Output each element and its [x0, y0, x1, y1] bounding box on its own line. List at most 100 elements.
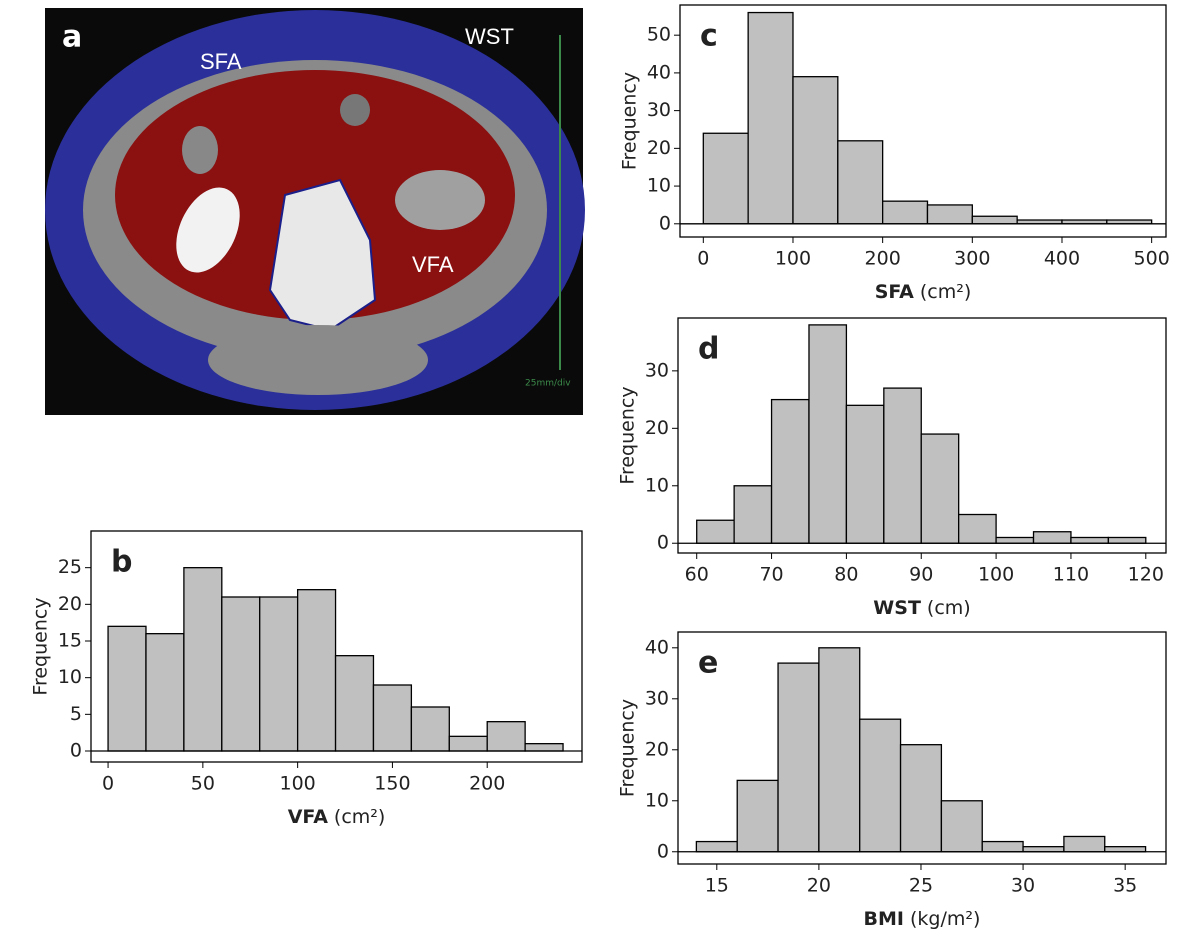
y-tick-label: 20: [58, 593, 82, 615]
y-tick-label: 5: [70, 703, 82, 725]
x-tick-label: 70: [759, 564, 783, 586]
bar: [184, 568, 222, 751]
x-axis-unit: (kg/m²): [910, 908, 980, 930]
figure: a SFA WST VFA 25mm/div 05101520250501001…: [0, 0, 1182, 935]
x-axis-unit: (cm²): [920, 281, 971, 303]
y-tick-label: 0: [70, 740, 82, 762]
x-tick-label: 300: [954, 248, 990, 270]
bar: [959, 515, 996, 544]
y-tick-label: 30: [647, 99, 671, 121]
y-tick-label: 20: [645, 738, 669, 760]
y-tick-label: 15: [58, 630, 82, 652]
bar: [1108, 537, 1145, 543]
panel-letter: e: [698, 646, 718, 681]
bar: [972, 216, 1017, 224]
y-axis-label: Frequency: [30, 597, 52, 695]
bar: [222, 597, 260, 751]
bar: [108, 626, 146, 751]
x-axis-label: VFA(cm²): [288, 806, 386, 828]
x-axis-label: SFA (cm²): [875, 281, 972, 303]
x-axis-label: WST(cm): [873, 597, 970, 619]
bar: [996, 537, 1033, 543]
bar: [1105, 847, 1146, 852]
bar: [1034, 532, 1071, 543]
y-tick-label: 20: [645, 417, 669, 439]
x-axis-unit: (cm): [927, 597, 971, 619]
panel-letter: d: [698, 332, 719, 367]
bar: [449, 736, 487, 751]
scale-label: 25mm/div: [525, 379, 571, 389]
bar: [703, 133, 748, 224]
bar: [336, 656, 374, 751]
bar: [696, 842, 737, 852]
back-muscle: [208, 325, 428, 395]
panel-letter: c: [700, 19, 718, 54]
y-tick-label: 0: [659, 212, 671, 234]
x-tick-label: 0: [102, 773, 114, 795]
bar: [487, 722, 525, 751]
bar: [373, 685, 411, 751]
y-axis-label: Frequency: [619, 72, 641, 170]
bowel: [182, 126, 218, 174]
y-tick-label: 10: [645, 474, 669, 496]
bar: [1023, 847, 1064, 852]
x-tick-label: 200: [865, 248, 901, 270]
x-tick-label: 30: [1011, 875, 1035, 897]
bar: [819, 648, 860, 852]
x-axis-label: BMI(kg/m²): [864, 908, 981, 930]
y-tick-label: 30: [645, 359, 669, 381]
x-tick-label: 100: [978, 564, 1014, 586]
y-axis-label: Frequency: [617, 699, 639, 797]
x-axis-name: VFA: [288, 806, 329, 828]
bar: [1064, 836, 1105, 851]
bar: [260, 597, 298, 751]
y-tick-label: 10: [58, 666, 82, 688]
bar: [838, 141, 883, 224]
bowel: [340, 94, 370, 126]
x-tick-label: 150: [374, 773, 410, 795]
bar: [927, 205, 972, 224]
y-tick-label: 20: [647, 137, 671, 159]
bar: [883, 201, 928, 224]
bar: [525, 744, 563, 751]
x-tick-label: 120: [1128, 564, 1164, 586]
bar: [737, 780, 778, 851]
y-tick-label: 40: [645, 636, 669, 658]
histogram-panel: 0510152025050100150200FrequencyVFA(cm²)b: [30, 531, 583, 828]
x-tick-label: 80: [834, 564, 858, 586]
bar: [941, 801, 982, 852]
ct-panel: a SFA WST VFA 25mm/div: [45, 8, 585, 415]
region-label: VFA: [412, 252, 454, 277]
bar: [697, 520, 734, 543]
x-tick-label: 35: [1113, 875, 1137, 897]
bar: [860, 719, 901, 852]
x-axis-unit: (cm²): [334, 806, 385, 828]
y-tick-label: 25: [58, 556, 82, 578]
x-tick-label: 200: [469, 773, 505, 795]
bar: [411, 707, 449, 751]
x-tick-label: 25: [909, 875, 933, 897]
region-label: WST: [465, 24, 514, 49]
x-tick-label: 20: [807, 875, 831, 897]
region-label: SFA: [200, 49, 242, 74]
x-axis-name: SFA: [875, 281, 914, 303]
panel-letter: a: [62, 20, 82, 55]
bar: [921, 434, 958, 543]
bar: [982, 842, 1023, 852]
bar: [1071, 537, 1108, 543]
bar: [748, 13, 793, 224]
x-tick-label: 0: [697, 248, 709, 270]
y-tick-label: 50: [647, 24, 671, 46]
y-tick-label: 10: [645, 789, 669, 811]
x-tick-label: 100: [280, 773, 316, 795]
bar: [793, 77, 838, 224]
x-tick-label: 100: [775, 248, 811, 270]
y-tick-label: 0: [657, 532, 669, 554]
y-tick-label: 0: [657, 840, 669, 862]
bar: [809, 325, 846, 543]
x-tick-label: 15: [705, 875, 729, 897]
x-tick-label: 60: [685, 564, 709, 586]
